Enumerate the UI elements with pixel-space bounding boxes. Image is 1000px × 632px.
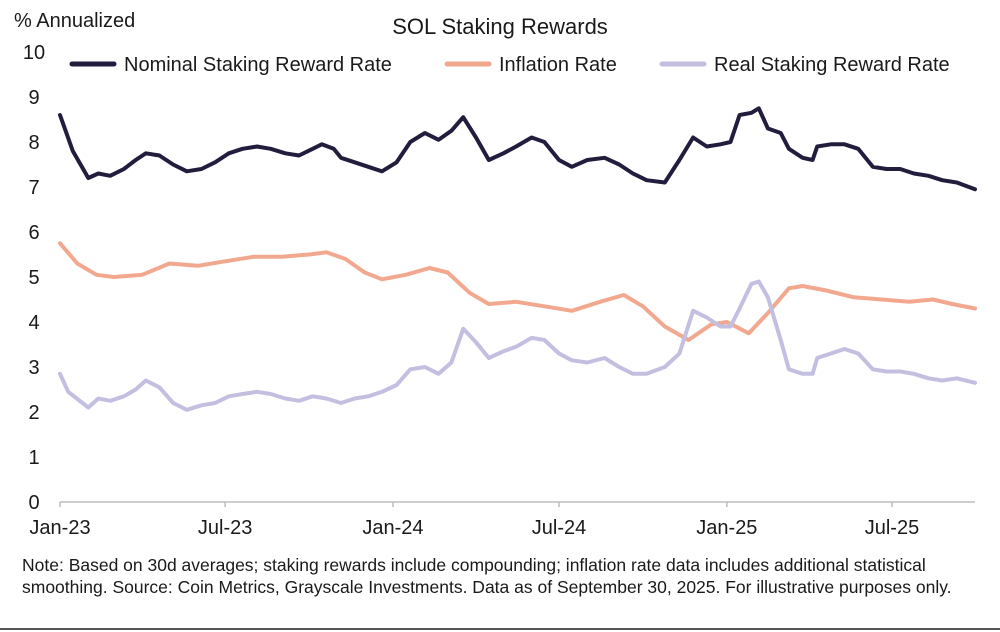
chart-legend: Nominal Staking Reward Rate Inflation Rat…: [69, 54, 950, 76]
y-tick-label: 0: [28, 492, 39, 514]
y-tick-label: 3: [28, 357, 39, 379]
y-tick-label: 10: [23, 42, 45, 64]
line-chart: SOL Staking Rewards % Annualized Nominal…: [14, 10, 977, 539]
y-tick-label: 6: [28, 222, 39, 244]
x-tick-label: Jan-24: [362, 517, 423, 539]
x-tick-label: Jan-23: [29, 517, 90, 539]
y-tick-label: 8: [28, 132, 39, 154]
chart-title: SOL Staking Rewards: [392, 14, 608, 39]
x-tick-label: Jan-25: [696, 517, 757, 539]
series-line-2: [58, 279, 977, 412]
y-tick-label: 7: [28, 177, 39, 199]
y-axis: 0 1 2 3 4 5 6 7 8 9 10: [23, 42, 45, 514]
chart-note: Note: Based on 30d averages; staking rew…: [22, 555, 952, 597]
bottom-divider: [0, 628, 1000, 630]
y-tick-label: 5: [28, 267, 39, 289]
legend-label-2: Real Staking Reward Rate: [714, 54, 950, 76]
y-tick-label: 1: [28, 447, 39, 469]
x-axis: Jan-23 Jul-23 Jan-24 Jul-24 Jan-25 Jul-25: [29, 502, 919, 539]
legend-label-0: Nominal Staking Reward Rate: [124, 54, 392, 76]
series-line-0: [58, 106, 977, 192]
x-tick-label: Jul-23: [198, 517, 252, 539]
y-tick-label: 9: [28, 87, 39, 109]
y-tick-label: 4: [28, 312, 39, 334]
x-tick-label: Jul-24: [532, 517, 586, 539]
y-tick-label: 2: [28, 402, 39, 424]
series-line-1: [58, 241, 977, 342]
y-axis-label: % Annualized: [14, 10, 135, 32]
legend-label-1: Inflation Rate: [499, 54, 617, 76]
x-tick-label: Jul-25: [865, 517, 919, 539]
series-group: [58, 106, 977, 412]
